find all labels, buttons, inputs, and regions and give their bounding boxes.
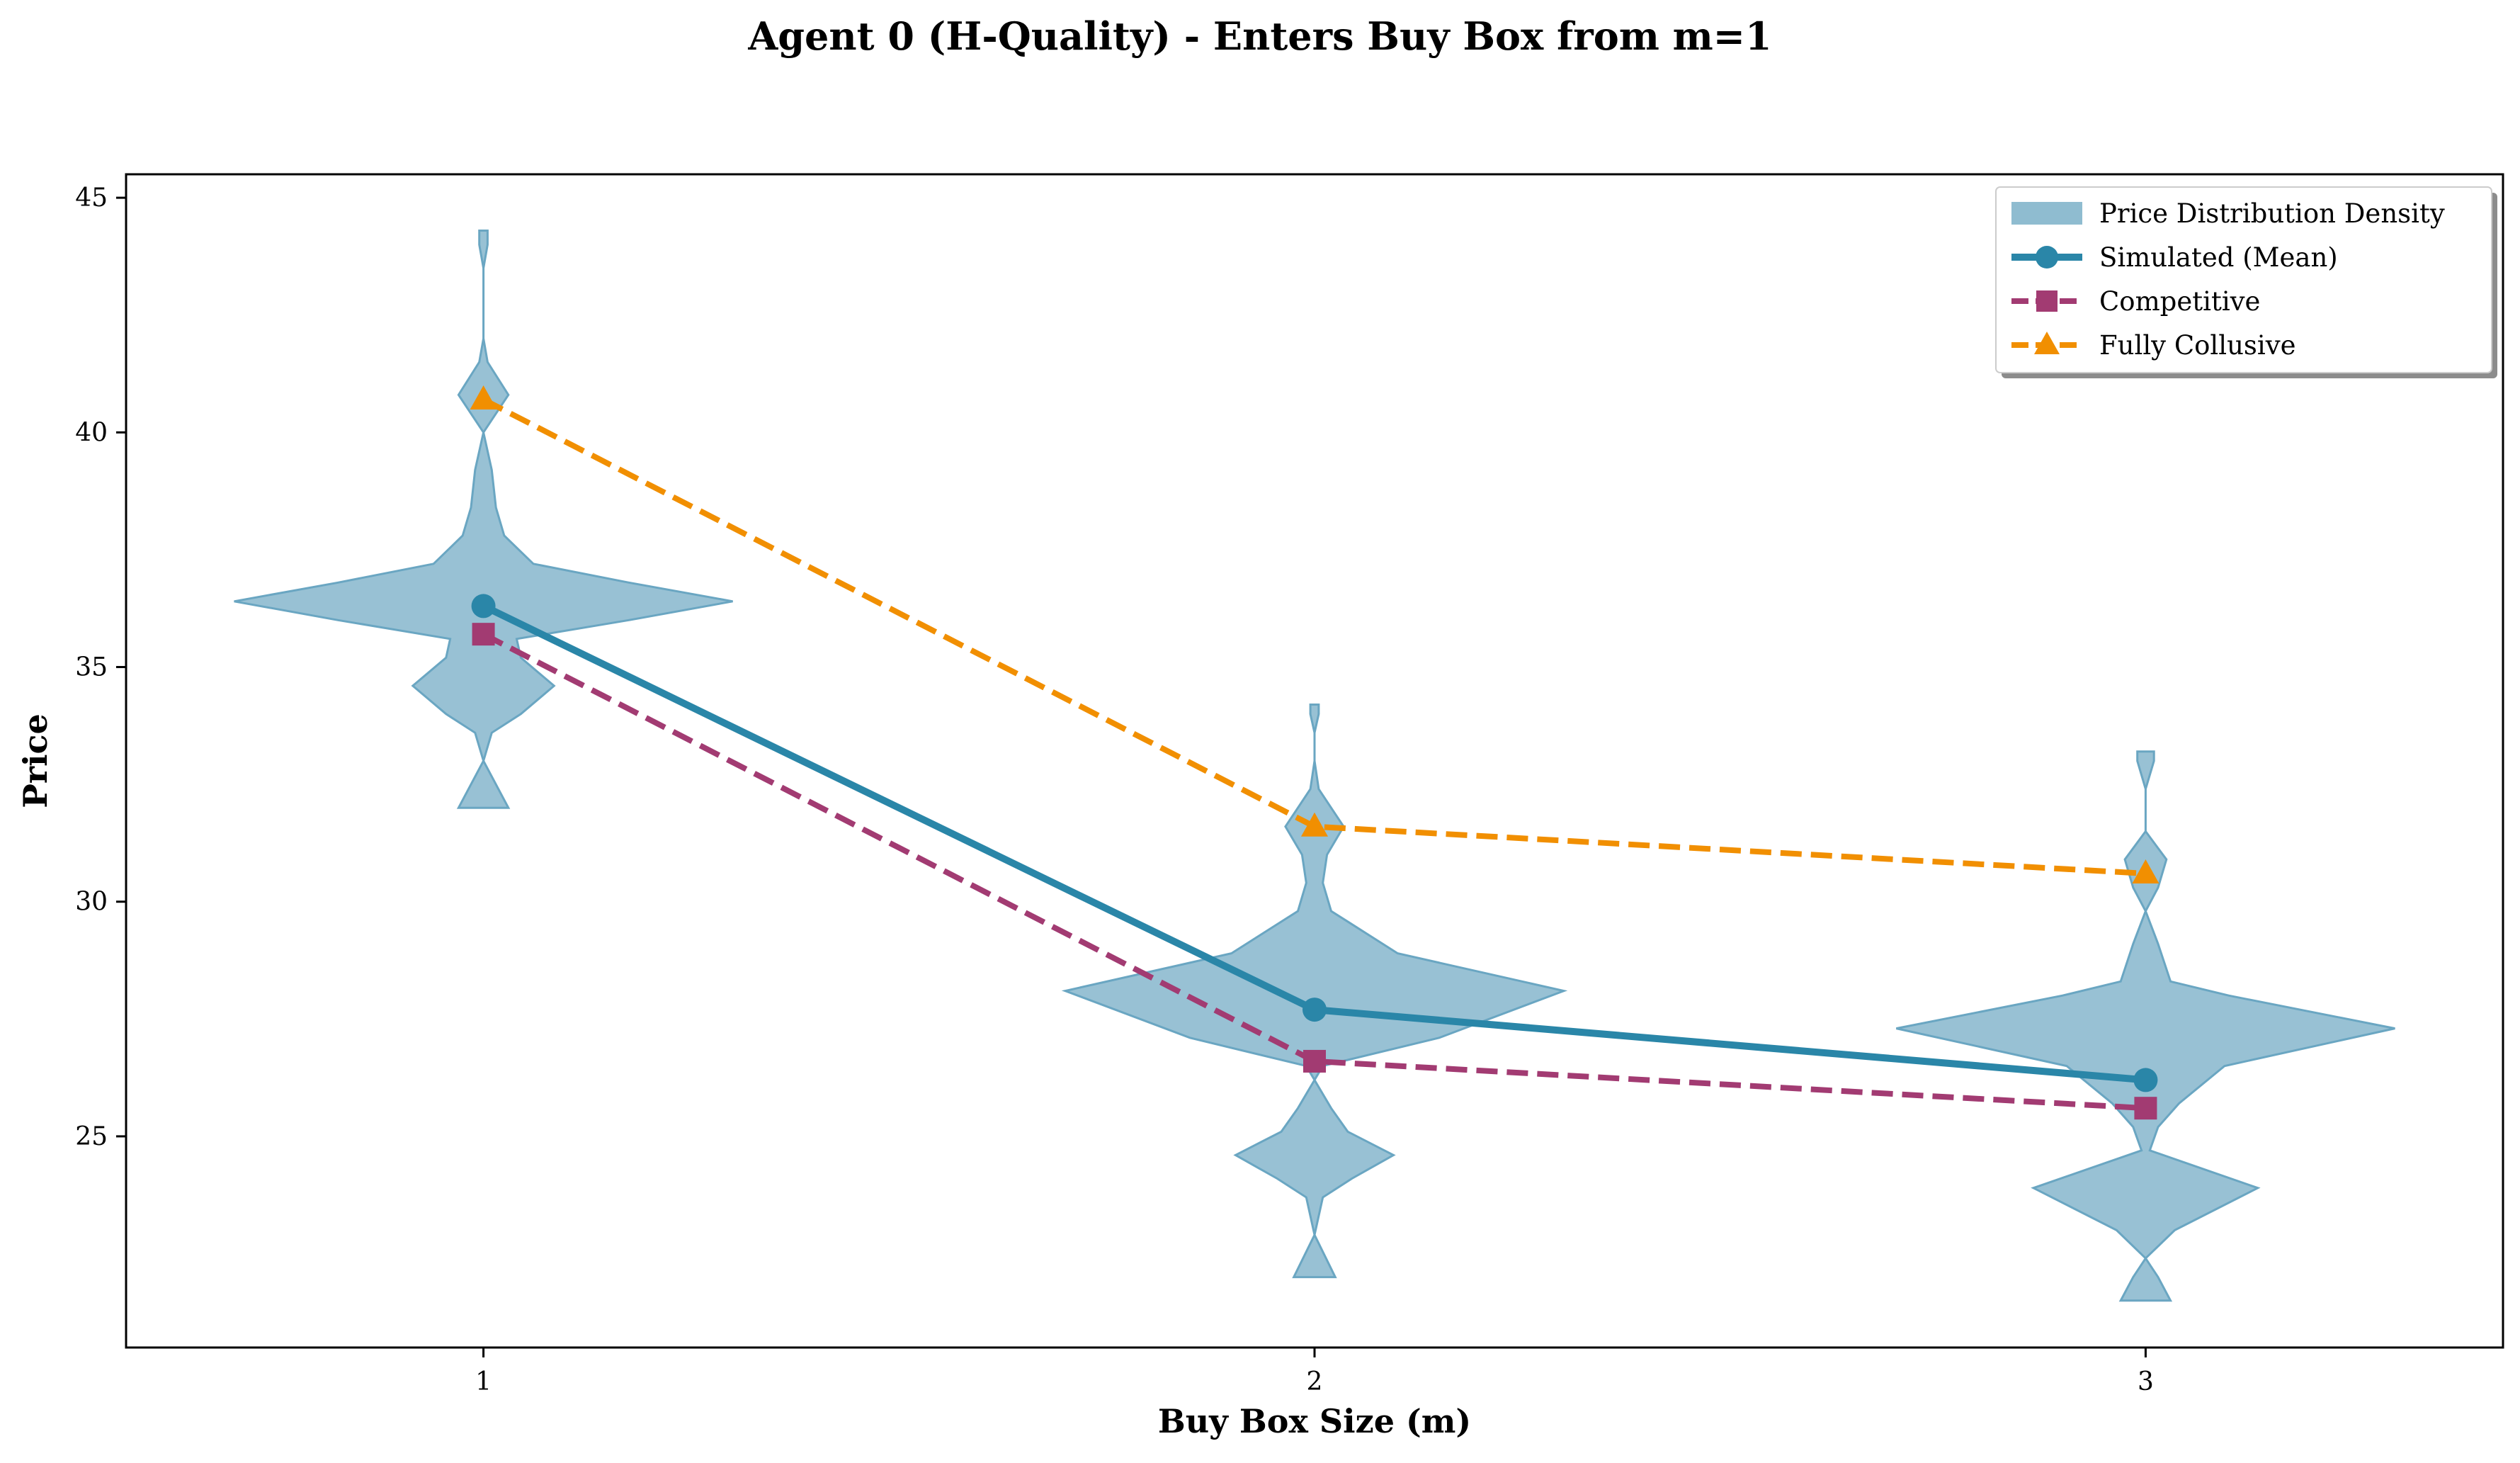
point-0-1 [1302,998,1327,1022]
legend-marker-1 [2036,246,2058,269]
y-axis: 25 30 35 40 45 [75,183,126,1151]
y-tick-label-30: 30 [75,888,108,917]
legend-swatch-0 [2011,202,2082,225]
legend-label-0: Price Distribution Density [2099,198,2445,229]
legend-box [1995,186,2492,373]
x-tick-label-3: 3 [2138,1367,2154,1396]
series-layer [470,385,2159,1120]
violin-layer [234,230,2395,1302]
x-tick-label-2: 2 [1307,1367,1323,1396]
violin-1 [234,230,733,809]
y-tick-label-25: 25 [75,1122,108,1151]
legend-marker-3 [2034,332,2060,354]
legend: Price Distribution Density Simulated (Mea… [1995,186,2497,378]
point-1-2 [2134,1097,2157,1120]
y-tick-label-35: 35 [75,653,108,682]
chart-title: Agent 0 (H-Quality) - Enters Buy Box fro… [747,13,1771,59]
legend-marker-2 [2036,290,2058,312]
legend-label-2: Competitive [2099,286,2260,317]
point-2-2 [2132,859,2159,883]
y-axis-label: Price [16,713,55,808]
legend-label-3: Fully Collusive [2099,330,2296,361]
violin-2 [1061,704,1568,1279]
point-2-1 [1301,812,1328,837]
point-0-0 [471,594,496,618]
x-axis-label: Buy Box Size (m) [1158,1402,1471,1440]
y-tick-label-45: 45 [75,183,108,213]
point-2-0 [470,385,497,409]
y-tick-label-40: 40 [75,418,108,447]
x-tick-label-1: 1 [475,1367,492,1396]
legend-label-1: Simulated (Mean) [2099,242,2338,273]
violin-3 [1896,750,2395,1302]
point-0-2 [2133,1068,2158,1092]
point-1-1 [1303,1049,1326,1073]
x-axis: 1 2 3 [475,1348,2154,1396]
point-1-0 [472,623,495,646]
